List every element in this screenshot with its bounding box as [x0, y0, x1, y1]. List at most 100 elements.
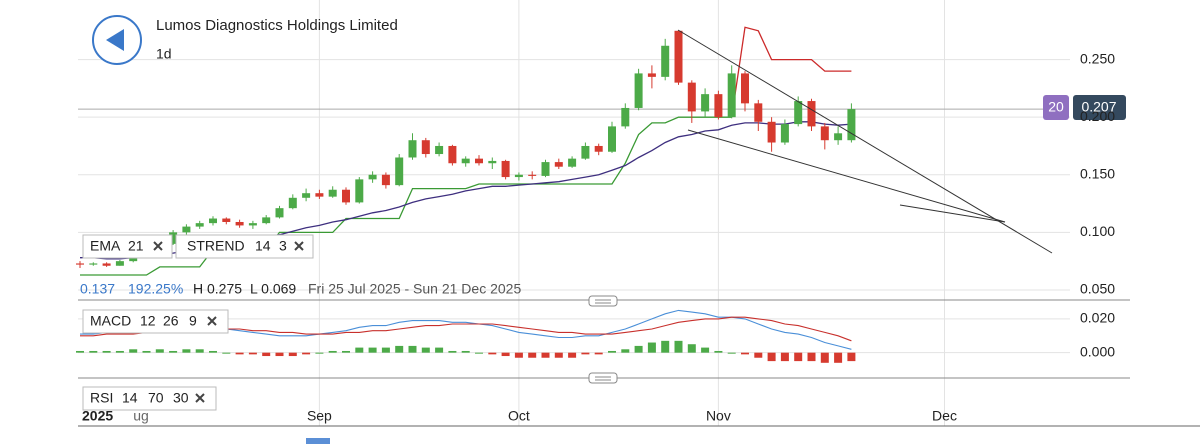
candle-body — [514, 174, 523, 178]
macd-histogram-bar — [115, 350, 124, 353]
info-low: L 0.069 — [250, 281, 296, 297]
macd-histogram-bar — [461, 350, 470, 353]
info-price: 0.137 — [80, 281, 115, 297]
period-badge — [1043, 95, 1069, 120]
macd-histogram-bar — [621, 349, 630, 353]
candle-body — [608, 126, 616, 152]
candle-body — [634, 73, 643, 108]
resize-handle[interactable] — [588, 372, 618, 384]
candle-body — [182, 226, 191, 233]
candle-body — [780, 124, 789, 143]
info-change: 192.25% — [128, 281, 183, 297]
candle-body — [581, 145, 590, 159]
candle-body — [754, 103, 763, 122]
macd-histogram-bar — [288, 352, 297, 357]
candle-body — [714, 94, 723, 118]
trend-line — [899, 204, 1006, 223]
strend-chip[interactable]: STREND 14 3 — [175, 234, 314, 259]
x-tick-label: Dec — [932, 408, 957, 424]
y-tick-label: 0.020 — [1080, 310, 1115, 326]
strend-down-line — [731, 26, 852, 118]
macd-histogram-bar — [355, 347, 364, 353]
x-tick-label: Oct — [508, 408, 530, 424]
chip-label: STREND — [187, 238, 245, 254]
ema-chip[interactable]: EMA 21 — [82, 234, 173, 259]
macd-histogram-bar — [528, 352, 537, 358]
macd-histogram-bar — [435, 347, 444, 353]
candle-body — [368, 174, 377, 180]
macd-histogram-bar — [514, 352, 523, 358]
macd-histogram-bar — [302, 352, 311, 355]
macd-histogram-bar — [142, 350, 151, 353]
macd-histogram-bar — [315, 352, 324, 354]
macd-histogram-bar — [342, 350, 350, 353]
candle-body — [820, 126, 829, 141]
grid — [78, 0, 1070, 426]
macd-histogram-bar — [381, 347, 390, 353]
macd-histogram-bar — [195, 349, 204, 353]
candle-body — [528, 174, 537, 176]
chip-param: 9 — [189, 313, 197, 329]
macd-histogram-bar — [182, 349, 191, 353]
last-badge-text: 0.207 — [1081, 99, 1116, 115]
candle-body — [647, 73, 656, 77]
candle-body — [275, 208, 284, 218]
macd-histogram-bar — [807, 352, 816, 362]
macd-histogram-bar — [581, 352, 590, 355]
y-tick-label: 0.200 — [1080, 108, 1115, 124]
chip-param: 70 — [148, 390, 164, 406]
interval: 1d — [156, 46, 172, 62]
title: Lumos Diagnostics Holdings Limited — [156, 17, 398, 34]
macd-histogram-bar — [754, 352, 763, 358]
macd-histogram-bar — [608, 350, 616, 353]
macd-histogram-bar — [780, 352, 789, 362]
candle-body — [568, 158, 577, 167]
chip-param: 3 — [279, 238, 287, 254]
macd-histogram-bar — [102, 350, 111, 353]
rsi-chip[interactable]: RSI 14 70 30 — [82, 386, 217, 411]
macd-histogram-bar — [395, 345, 404, 353]
candle-body — [262, 217, 271, 224]
candle-body — [115, 261, 124, 266]
macd-histogram-bar — [155, 349, 164, 353]
resize-handle[interactable] — [588, 295, 618, 307]
back-button[interactable] — [92, 15, 142, 65]
candle-body — [741, 73, 749, 104]
x-tick-label: Nov — [706, 408, 731, 424]
macd-histogram-bar — [408, 345, 417, 353]
candle-body — [169, 232, 178, 244]
chip-param: 12 — [140, 313, 156, 329]
macd-histogram-bar — [209, 350, 217, 353]
chip-param: 14 — [122, 390, 138, 406]
candle-body — [235, 221, 244, 226]
candle-body — [488, 160, 497, 164]
candle-body — [701, 94, 710, 112]
candle-body — [328, 189, 337, 197]
candle-body — [395, 157, 404, 186]
x-tick-label: Sep — [307, 408, 332, 424]
trend-line — [687, 129, 1006, 223]
macd-histogram-bar — [647, 342, 656, 353]
candle-body — [315, 193, 324, 197]
scroll-tab[interactable] — [306, 438, 330, 444]
trend-line — [677, 29, 1053, 254]
period-badge-text: 20 — [1048, 99, 1064, 115]
candle-body — [687, 82, 696, 112]
candle-body — [195, 223, 204, 227]
chip-param: 21 — [128, 238, 144, 254]
macd-histogram-bar — [554, 352, 563, 358]
candle-body — [302, 193, 311, 198]
macd-histogram-bar — [767, 352, 776, 362]
candle-body — [248, 223, 257, 226]
macd-histogram-bar — [368, 347, 377, 353]
candle-body — [342, 189, 350, 203]
macd-histogram-bar — [661, 340, 670, 353]
candle-body — [355, 179, 364, 203]
macd-histogram-bar — [794, 352, 803, 362]
macd-histogram-bar — [594, 352, 603, 355]
macd-histogram-bar — [820, 352, 829, 363]
macd-chip[interactable]: MACD 12 26 9 — [82, 309, 229, 334]
last-badge — [1073, 95, 1126, 120]
info-high: H 0.275 — [193, 281, 242, 297]
chip-label: MACD — [90, 313, 131, 329]
